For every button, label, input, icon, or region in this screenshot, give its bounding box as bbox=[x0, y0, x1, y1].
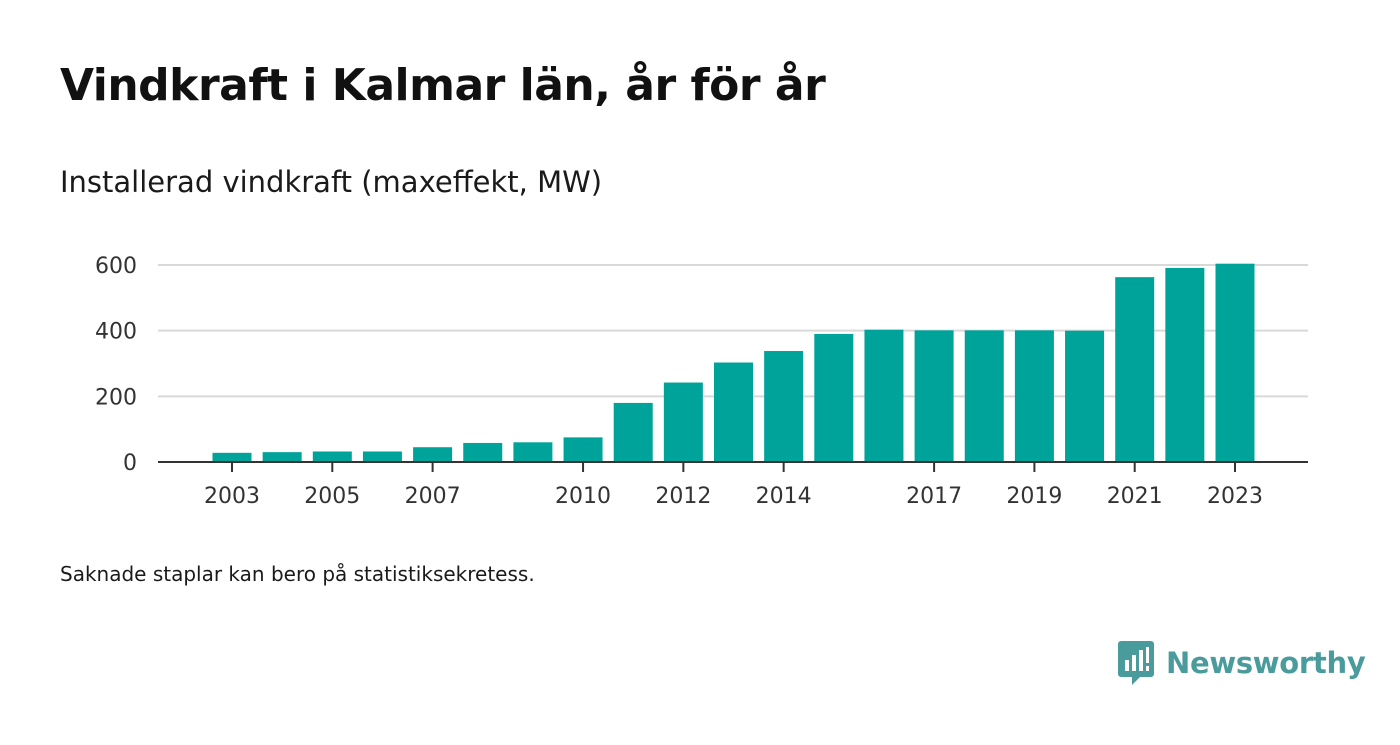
chart-title: Vindkraft i Kalmar län, år för år bbox=[60, 60, 826, 111]
bar-2008 bbox=[463, 442, 503, 462]
x-tick-label: 2017 bbox=[906, 484, 962, 509]
bar-2016 bbox=[864, 329, 904, 462]
bar-2003 bbox=[212, 452, 252, 462]
bar-2011 bbox=[613, 402, 653, 462]
brand-name: Newsworthy bbox=[1166, 646, 1366, 680]
bar-2023 bbox=[1215, 263, 1255, 462]
bar-2006 bbox=[362, 451, 402, 462]
bars bbox=[212, 263, 1255, 462]
y-tick-label: 600 bbox=[95, 254, 137, 279]
y-tick-label: 0 bbox=[123, 451, 137, 476]
bar-2010 bbox=[563, 437, 603, 462]
x-tick-label: 2021 bbox=[1107, 484, 1163, 509]
x-tick-label: 2012 bbox=[655, 484, 711, 509]
bar-2014 bbox=[764, 351, 804, 462]
bar-2020 bbox=[1065, 330, 1105, 462]
bar-2015 bbox=[814, 333, 854, 462]
bar-2017 bbox=[914, 330, 954, 462]
x-tick-label: 2023 bbox=[1207, 484, 1263, 509]
bar-2012 bbox=[663, 382, 703, 462]
x-tick-label: 2005 bbox=[304, 484, 360, 509]
x-tick-label: 2014 bbox=[756, 484, 812, 509]
y-axis-labels: 0 200 400 600 bbox=[95, 254, 137, 476]
x-axis-labels: 2003 2005 2007 2010 2012 2014 2017 2019 2021 2023 bbox=[204, 484, 1263, 509]
x-axis-ticks bbox=[231, 462, 1236, 472]
bar-2007 bbox=[413, 447, 453, 462]
y-tick-label: 200 bbox=[95, 385, 137, 410]
bar-2021 bbox=[1115, 277, 1155, 462]
bar-2018 bbox=[964, 330, 1004, 462]
bar-2022 bbox=[1165, 267, 1205, 462]
chart-subtitle: Installerad vindkraft (maxeffekt, MW) bbox=[60, 165, 603, 199]
x-tick-label: 2007 bbox=[405, 484, 461, 509]
bar-2019 bbox=[1014, 330, 1054, 462]
x-tick-label: 2019 bbox=[1006, 484, 1062, 509]
x-tick-label: 2003 bbox=[204, 484, 260, 509]
newsworthy-logo-icon bbox=[1118, 641, 1154, 685]
bar-2013 bbox=[714, 362, 753, 462]
x-tick-label: 2010 bbox=[555, 484, 611, 509]
y-tick-label: 400 bbox=[95, 320, 137, 345]
bar-2004 bbox=[262, 452, 302, 462]
bar-2005 bbox=[312, 451, 352, 462]
newsworthy-logo: Newsworthy bbox=[1118, 640, 1366, 686]
footnote: Saknade staplar kan bero på statistiksek… bbox=[60, 562, 535, 586]
bar-2009 bbox=[513, 442, 553, 462]
